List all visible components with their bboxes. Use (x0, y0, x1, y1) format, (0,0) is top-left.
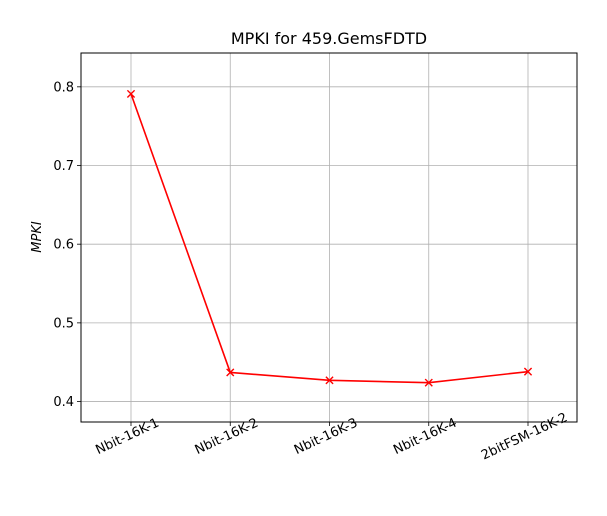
y-tick-label: 0.5 (53, 316, 74, 331)
data-point-marker (126, 89, 136, 99)
y-axis: 0.4 0.5 0.6 0.7 0.8 (53, 80, 81, 410)
y-tick-label: 0.4 (53, 395, 74, 410)
chart-title: MPKI for 459.GemsFDTD (231, 29, 427, 48)
y-tick-label: 0.6 (53, 238, 74, 253)
series-layer (126, 89, 533, 387)
data-point-marker (523, 367, 533, 376)
plot-frame (80, 52, 578, 423)
y-tick-label: 0.7 (53, 159, 74, 174)
y-tick-label: 0.8 (53, 80, 74, 95)
data-point-marker (424, 378, 433, 387)
data-point-marker (325, 376, 334, 385)
y-axis-label: MPKI (30, 221, 45, 253)
data-point-marker (226, 368, 235, 377)
grid (81, 53, 577, 422)
